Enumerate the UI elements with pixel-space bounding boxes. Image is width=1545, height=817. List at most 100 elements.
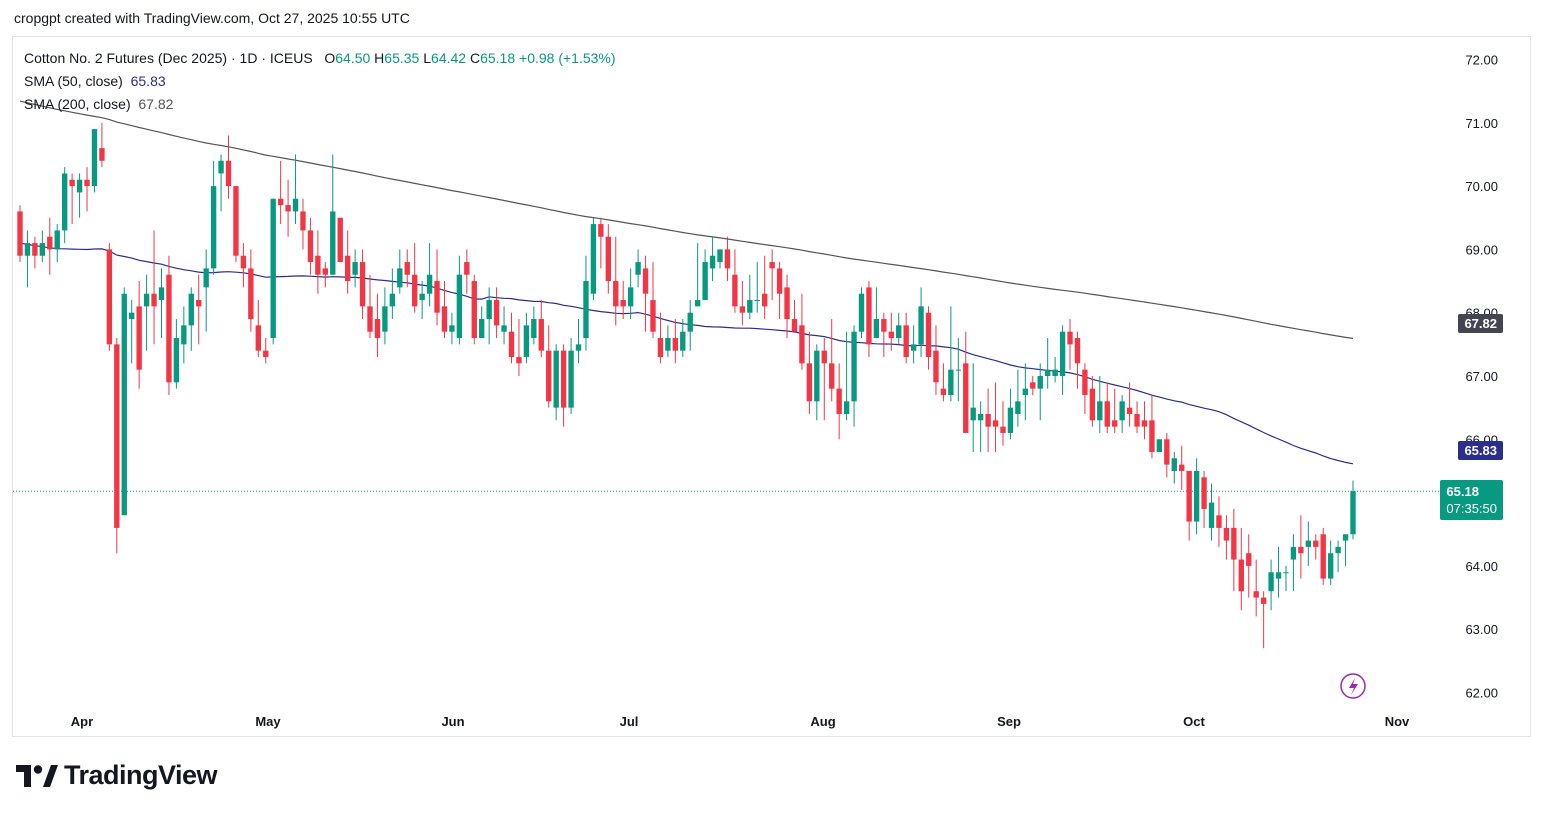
candle-body-133 <box>1007 407 1014 433</box>
candle-body-83 <box>635 262 641 275</box>
sma200-line <box>19 100 1354 339</box>
candle-body-114 <box>866 287 872 345</box>
candle-body-105 <box>799 325 805 364</box>
candle-body-91 <box>694 300 701 307</box>
candle-body-59 <box>456 274 463 339</box>
candle-body-8 <box>76 179 83 193</box>
legend-sma200-label: SMA (200, close) <box>24 96 131 112</box>
candle-body-117 <box>888 331 894 339</box>
candle-body-118 <box>896 325 902 339</box>
candle-body-116 <box>881 319 887 332</box>
candle-body-56 <box>434 281 440 313</box>
chart-legend: Cotton No. 2 Futures (Dec 2025) · 1D · I… <box>24 47 616 116</box>
candle-body-39 <box>307 230 314 263</box>
candle-body-1 <box>24 243 31 256</box>
candle-body-10 <box>91 129 98 187</box>
legend-symbol[interactable]: Cotton No. 2 Futures (Dec 2025) · 1D · I… <box>24 50 313 66</box>
candle-body-96 <box>732 274 738 307</box>
candle-body-142 <box>1074 338 1081 364</box>
candle-body-42 <box>330 211 336 275</box>
candle-body-12 <box>106 249 113 345</box>
tradingview-logo-icon <box>16 764 58 787</box>
sma50-line <box>19 242 1354 465</box>
chart-frame[interactable] <box>12 36 1531 737</box>
candle-body-110 <box>836 388 842 414</box>
candle-body-26 <box>210 186 217 269</box>
y-tick-label-9: 63.00 <box>1465 622 1498 637</box>
candle-body-139 <box>1052 369 1058 376</box>
legend-close-value: 65.18 <box>480 50 516 66</box>
candle-body-46 <box>359 262 366 307</box>
candle-body-155 <box>1171 458 1177 471</box>
legend-low-label: L <box>423 50 432 66</box>
candle-body-129 <box>977 413 984 421</box>
candle-body-176 <box>1327 553 1334 579</box>
candle-body-36 <box>285 205 291 212</box>
candle-body-151 <box>1141 420 1148 427</box>
candle-body-159 <box>1201 477 1207 509</box>
candle-body-150 <box>1134 413 1140 427</box>
candle-body-20 <box>166 274 172 383</box>
candle-body-172 <box>1298 546 1304 554</box>
legend-open-value: 64.50 <box>335 50 371 66</box>
candle-body-162 <box>1223 527 1230 541</box>
candle-body-109 <box>829 363 835 389</box>
candle-body-122 <box>925 312 932 358</box>
candle-body-94 <box>717 249 723 263</box>
candle-body-166 <box>1253 591 1259 598</box>
x-tick-label-0: Apr <box>71 714 93 729</box>
candle-body-70 <box>538 319 544 351</box>
candle-body-107 <box>814 350 820 402</box>
candle-body-48 <box>374 319 381 339</box>
candle-body-102 <box>776 268 783 294</box>
x-tick-label-3: Jul <box>620 714 639 729</box>
candle-body-16 <box>136 306 142 370</box>
candle-body-17 <box>143 293 150 307</box>
candle-body-28 <box>225 160 232 187</box>
candle-body-11 <box>99 148 105 161</box>
candle-body-30 <box>240 255 247 269</box>
candle-body-167 <box>1260 597 1267 604</box>
x-tick-label-1: May <box>255 714 281 729</box>
candle-body-32 <box>255 325 261 351</box>
y-tick-label-2: 70.00 <box>1465 179 1498 194</box>
legend-row-sma50[interactable]: SMA (50, close) 65.83 <box>24 70 616 93</box>
candle-body-121 <box>918 306 924 345</box>
y-tick-label-5: 67.00 <box>1465 369 1498 384</box>
candle-body-98 <box>747 300 753 313</box>
candle-body-6 <box>62 173 68 231</box>
candle-body-106 <box>806 363 813 402</box>
lightning-event-icon <box>1340 673 1366 699</box>
legend-row-sma200[interactable]: SMA (200, close) 67.82 <box>24 93 616 116</box>
candle-body-45 <box>352 262 358 275</box>
candle-body-27 <box>218 160 224 174</box>
candle-body-170 <box>1283 572 1289 574</box>
candle-body-163 <box>1231 527 1237 560</box>
candle-body-148 <box>1119 401 1125 421</box>
candle-body-147 <box>1112 420 1118 427</box>
last-price-value: 65.18 <box>1446 484 1479 499</box>
legend-open-label: O <box>324 50 336 66</box>
tradingview-logo-text: TradingView <box>64 760 218 790</box>
candle-body-127 <box>963 363 969 433</box>
candle-body-146 <box>1104 401 1110 427</box>
candle-body-78 <box>598 224 604 237</box>
candle-body-161 <box>1216 515 1222 528</box>
bar-countdown: 07:35:50 <box>1446 501 1497 516</box>
candle-body-74 <box>568 350 574 408</box>
candle-body-84 <box>642 268 649 294</box>
tradingview-logo[interactable]: TradingView <box>16 760 218 791</box>
lightning-bolt-icon <box>1349 678 1358 695</box>
candle-body-160 <box>1208 502 1215 528</box>
candle-body-9 <box>84 179 90 187</box>
candle-body-88 <box>672 338 679 351</box>
candle-body-18 <box>151 293 157 307</box>
candle-body-73 <box>560 350 567 408</box>
legend-close-label: C <box>469 50 481 66</box>
candle-body-86 <box>657 338 664 358</box>
candle-body-149 <box>1126 407 1133 414</box>
candle-body-62 <box>479 319 485 339</box>
candle-body-29 <box>233 186 239 256</box>
candle-body-82 <box>627 287 634 307</box>
